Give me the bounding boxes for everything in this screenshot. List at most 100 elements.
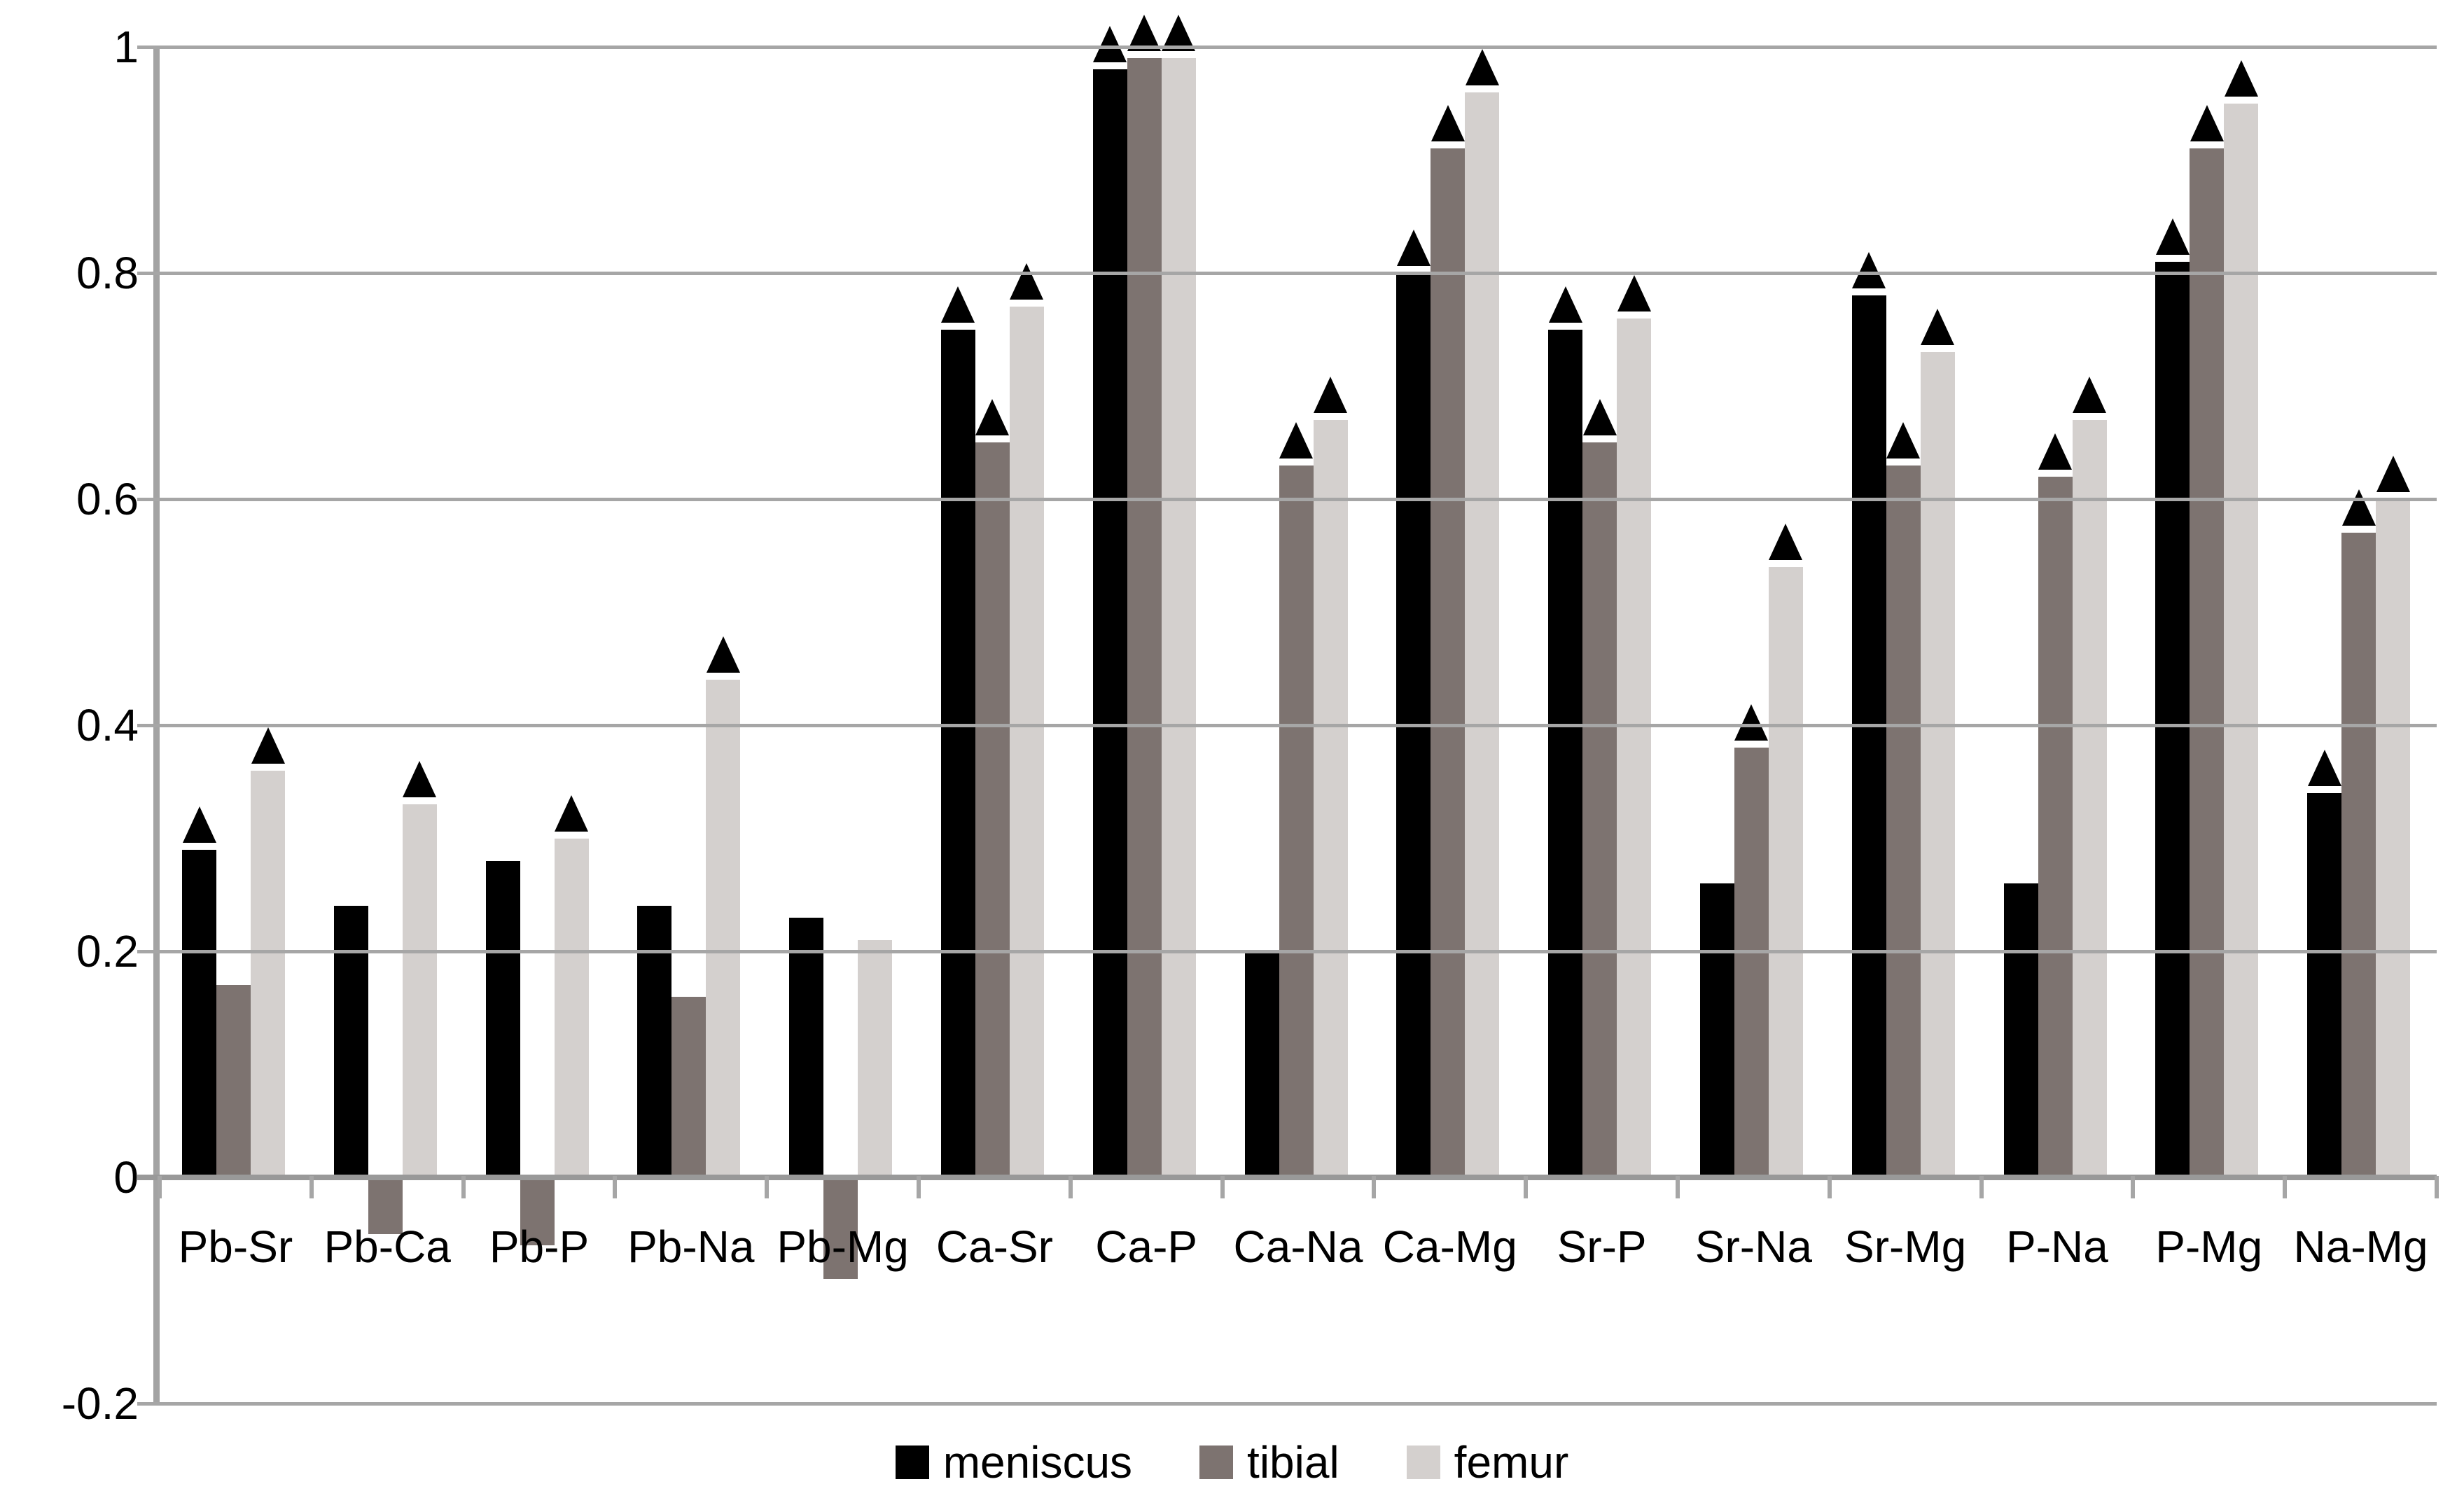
x-axis-tick (1068, 1176, 1073, 1198)
bar-femur-Ca-Na (1313, 419, 1348, 1178)
significance-triangle-icon (2155, 218, 2190, 255)
bar-group-Pb-Sr (160, 47, 312, 1404)
significance-triangle-icon (403, 761, 437, 798)
bar-femur-Sr-Mg (1920, 352, 1955, 1178)
bar-meniscus-Pb-Mg (789, 917, 824, 1178)
bar-meniscus-Ca-Sr (940, 329, 975, 1178)
bar-femur-Sr-Na (1768, 566, 1803, 1178)
significance-triangle-icon (975, 399, 1010, 436)
plot-area (137, 15, 2439, 1406)
significance-triangle-icon (555, 794, 589, 832)
bar-meniscus-Pb-Ca (333, 906, 368, 1178)
significance-triangle-icon (1314, 376, 1348, 413)
x-axis-label-Ca-Na: Ca-Na (1233, 1222, 1363, 1272)
significance-triangle-icon (1431, 105, 1465, 142)
significance-triangle-icon (2307, 749, 2341, 786)
bar-group-P-Mg (2133, 47, 2285, 1404)
bar-group-Pb-P (464, 47, 615, 1404)
bar-femur-Ca-P (1161, 58, 1196, 1178)
bar-tibial-Pb-Ca (368, 1177, 403, 1234)
significance-triangle-icon (251, 727, 285, 764)
legend-swatch-tibial-icon (1199, 1446, 1234, 1479)
significance-triangle-icon (2190, 105, 2224, 142)
bar-groups (160, 15, 2437, 1404)
bar-group-Ca-Na (1223, 47, 1374, 1404)
x-axis-label-Ca-Sr: Ca-Sr (935, 1222, 1053, 1272)
y-axis-tick-label: 0.4 (76, 700, 139, 750)
significance-triangle-icon (1734, 704, 1769, 741)
bar-femur-Pb-Ca (402, 804, 437, 1178)
bar-femur-Ca-Sr (1009, 307, 1044, 1178)
significance-triangle-icon (182, 806, 216, 843)
bar-tibial-Ca-Mg (1431, 148, 1466, 1178)
x-axis-tick (1372, 1176, 1377, 1198)
y-axis-tick-label: 0.6 (76, 474, 139, 524)
x-axis-tick (2131, 1176, 2136, 1198)
x-axis-tick (1220, 1176, 1225, 1198)
bar-tibial-Sr-P (1582, 442, 1617, 1178)
bar-group-Sr-Mg (1830, 47, 1982, 1404)
x-axis-label-Pb-P: Pb-P (489, 1222, 590, 1272)
legend-label-tibial: tibial (1247, 1437, 1339, 1488)
bar-group-Na-Mg (2285, 47, 2437, 1404)
x-axis-label-Sr-Mg: Sr-Mg (1844, 1222, 1967, 1272)
gridline (137, 1402, 2437, 1406)
bar-femur-Pb-P (554, 838, 589, 1178)
bar-group-Pb-Na (615, 47, 767, 1404)
bar-femur-P-Mg (2224, 103, 2259, 1178)
bar-meniscus-Sr-P (1548, 329, 1583, 1178)
bar-femur-P-Na (2072, 419, 2107, 1178)
x-axis-tick (309, 1176, 314, 1198)
x-axis-tick (765, 1176, 770, 1198)
legend-swatch-femur-icon (1406, 1446, 1440, 1479)
significance-triangle-icon (1162, 15, 1196, 52)
bar-meniscus-Ca-P (1092, 69, 1127, 1178)
significance-triangle-icon (1093, 26, 1127, 63)
bar-femur-Ca-Mg (1465, 92, 1500, 1178)
x-axis-label-Pb-Sr: Pb-Sr (178, 1222, 293, 1272)
significance-triangle-icon (1617, 274, 1651, 312)
x-axis-label-P-Mg: P-Mg (2155, 1222, 2263, 1272)
legend-item-tibial: tibial (1199, 1436, 1339, 1488)
significance-triangle-icon (1465, 48, 1499, 85)
x-axis-tick (917, 1176, 921, 1198)
y-axis-tick-label: 0.2 (76, 926, 139, 976)
x-axis-tick (1676, 1176, 1680, 1198)
bar-tibial-P-Mg (2190, 148, 2225, 1178)
legend: meniscus tibial femur (0, 1436, 2464, 1488)
x-axis-category-labels: Pb-Sr Pb-Ca Pb-P Pb-Na Pb-Mg Ca-Sr Ca-P Ca-Na Ca… (160, 1221, 2437, 1273)
bar-tibial-Pb-Sr (216, 985, 251, 1178)
x-axis-tick (1524, 1176, 1529, 1198)
legend-label-meniscus: meniscus (942, 1437, 1133, 1488)
significance-triangle-icon (1396, 230, 1431, 266)
x-axis-tick (1979, 1176, 1984, 1198)
x-axis-label-Pb-Mg: Pb-Mg (777, 1222, 909, 1272)
bar-meniscus-Na-Mg (2307, 792, 2342, 1178)
x-axis-tick (1827, 1176, 1832, 1198)
bar-group-Sr-P (1526, 47, 1678, 1404)
bar-femur-Sr-P (1617, 318, 1652, 1178)
bar-tibial-Sr-Mg (1886, 465, 1921, 1178)
x-axis-tick (613, 1176, 618, 1198)
significance-triangle-icon (1582, 399, 1617, 436)
bar-femur-Pb-Na (706, 680, 741, 1178)
significance-triangle-icon (1010, 263, 1044, 300)
gridline (137, 949, 2437, 953)
bar-femur-Pb-Sr (251, 770, 285, 1178)
x-axis-baseline (137, 1175, 2437, 1180)
gridline (137, 497, 2437, 501)
significance-triangle-icon (1769, 523, 1803, 560)
bar-tibial-Pb-P (520, 1177, 555, 1245)
bar-tibial-Ca-Sr (975, 442, 1010, 1178)
x-axis-label-Sr-P: Sr-P (1557, 1222, 1647, 1272)
gridline (137, 724, 2437, 727)
bar-meniscus-Ca-Na (1244, 951, 1279, 1178)
bar-group-P-Na (1982, 47, 2134, 1404)
bar-meniscus-P-Na (2003, 883, 2038, 1178)
legend-swatch-meniscus-icon (895, 1446, 929, 1479)
gridline (137, 271, 2437, 275)
significance-triangle-icon (1852, 252, 1886, 289)
legend-item-meniscus: meniscus (895, 1436, 1133, 1488)
bar-tibial-Pb-Mg (823, 1177, 858, 1280)
